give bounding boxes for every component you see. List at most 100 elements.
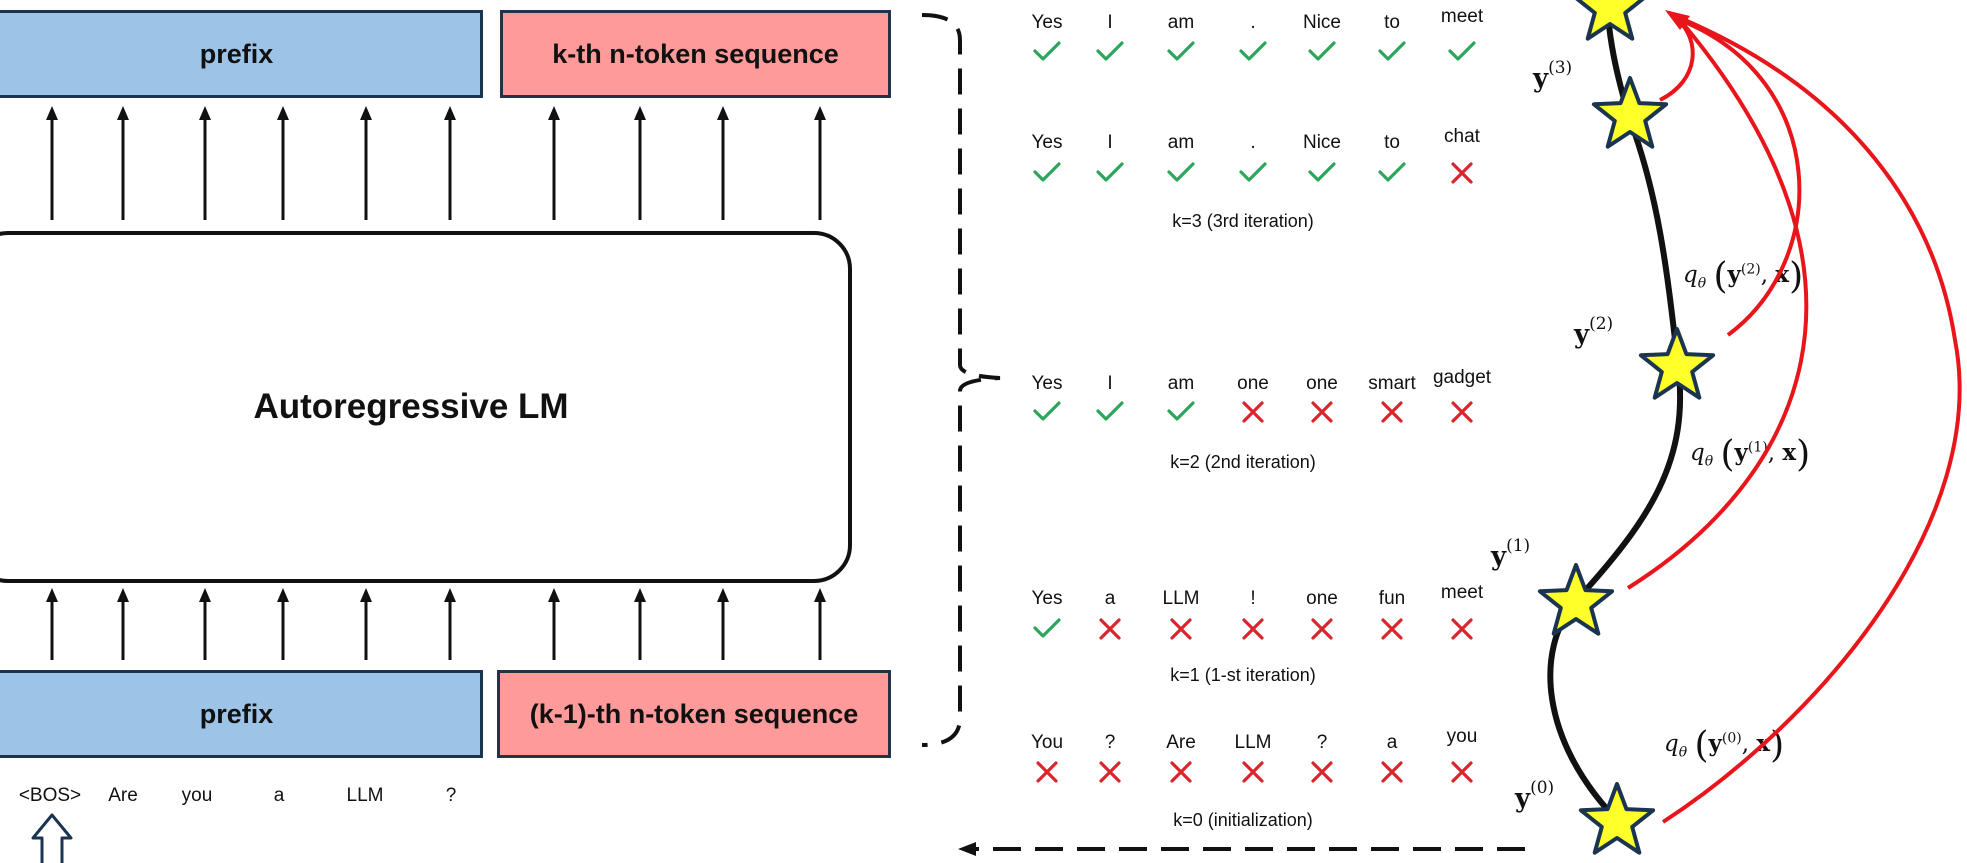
- up-arrowhead-icon: [444, 588, 456, 602]
- bottom-sequence-box: (k-1)-th n-token sequence: [497, 670, 891, 758]
- up-arrowhead-icon: [277, 106, 289, 120]
- iteration-token: I: [1107, 12, 1113, 33]
- check-icon: [1377, 40, 1407, 67]
- star-icon: [1537, 563, 1615, 636]
- cross-icon: [1098, 760, 1122, 789]
- trajectory-stars: [1537, 0, 1716, 855]
- iteration-label: k=3 (3rd iteration): [1172, 211, 1314, 231]
- iteration-token: !: [1250, 588, 1256, 609]
- check-icon: [1032, 161, 1062, 188]
- up-arrowhead-icon: [277, 588, 289, 602]
- top-sequence-box: k-th n-token sequence: [500, 10, 891, 98]
- up-arrowhead-icon: [360, 106, 372, 120]
- up-arrowhead-icon: [814, 106, 826, 120]
- cross-icon: [1310, 400, 1334, 429]
- check-icon: [1032, 617, 1062, 644]
- iteration-token: you: [1446, 726, 1478, 747]
- model-label: Autoregressive LM: [253, 387, 569, 426]
- up-arrowhead-icon: [360, 588, 372, 602]
- check-icon: [1032, 400, 1062, 427]
- top-prefix-box: prefix: [0, 10, 483, 98]
- check-icon: [1377, 161, 1407, 188]
- dashed-return-arrowhead-icon: [958, 842, 976, 856]
- iteration-label: k=0 (initialization): [1173, 810, 1313, 830]
- bottom-prefix-label: prefix: [199, 698, 274, 729]
- input-token: Are: [108, 785, 138, 806]
- cross-icon: [1380, 760, 1404, 789]
- input-token: a: [273, 785, 285, 806]
- iteration-token: am: [1167, 12, 1195, 33]
- cross-icon: [1035, 760, 1059, 789]
- up-arrowhead-icon: [46, 588, 58, 602]
- iteration-token: Are: [1166, 732, 1196, 753]
- iteration-token: a: [1104, 588, 1116, 609]
- star-icon: [1575, 0, 1645, 41]
- cross-icon: [1169, 617, 1193, 646]
- state-label-y0: y(0): [1515, 778, 1555, 814]
- check-icon: [1447, 40, 1477, 67]
- iteration-token: ?: [1316, 732, 1328, 753]
- iteration-token: Yes: [1031, 132, 1063, 153]
- iteration-token: fun: [1378, 588, 1406, 609]
- input-token: LLM: [346, 785, 384, 806]
- iteration-token: to: [1384, 12, 1400, 33]
- input-token: <BOS>: [18, 785, 82, 806]
- iteration-token: am: [1167, 373, 1195, 394]
- input-token: ?: [445, 785, 457, 806]
- state-label-y3: y(3): [1533, 58, 1573, 94]
- up-arrowhead-icon: [199, 588, 211, 602]
- up-arrowhead-icon: [634, 588, 646, 602]
- bottom-sequence-label: (k-1)-th n-token sequence: [529, 698, 859, 729]
- iteration-token: one: [1306, 373, 1338, 394]
- up-arrowhead-icon: [46, 106, 58, 120]
- iteration-token: am: [1167, 132, 1195, 153]
- cross-icon: [1310, 760, 1334, 789]
- consistency-label-2: qθ (y(2), x): [1683, 256, 1804, 297]
- iteration-token: I: [1107, 132, 1113, 153]
- up-arrowhead-icon: [717, 588, 729, 602]
- iteration-token: ?: [1104, 732, 1116, 753]
- check-icon: [1238, 40, 1268, 67]
- cross-icon: [1241, 400, 1265, 429]
- iteration-token: gadget: [1432, 367, 1492, 388]
- iteration-label: k=2 (2nd iteration): [1170, 452, 1316, 472]
- up-arrows: [46, 106, 826, 660]
- iteration-token: I: [1107, 373, 1113, 394]
- iteration-token: one: [1237, 373, 1269, 394]
- up-arrowhead-icon: [117, 106, 129, 120]
- cross-icon: [1380, 617, 1404, 646]
- bottom-prefix-box: prefix: [0, 670, 483, 758]
- up-arrowhead-icon: [548, 106, 560, 120]
- consistency-arrowhead-icon: [1665, 10, 1690, 30]
- up-arrowhead-icon: [444, 106, 456, 120]
- consistency-label-1: qθ (y(1), x): [1690, 434, 1811, 475]
- up-arrowhead-icon: [717, 106, 729, 120]
- check-icon: [1095, 161, 1125, 188]
- iteration-token: .: [1250, 132, 1256, 153]
- iteration-token: meet: [1440, 582, 1484, 603]
- cross-icon: [1241, 760, 1265, 789]
- up-arrowhead-icon: [117, 588, 129, 602]
- cross-icon: [1450, 617, 1474, 646]
- check-icon: [1307, 161, 1337, 188]
- top-sequence-label: k-th n-token sequence: [552, 38, 839, 69]
- iteration-token: LLM: [1162, 588, 1200, 609]
- iteration-token: Yes: [1031, 12, 1063, 33]
- autoregressive-lm-box: Autoregressive LM: [0, 231, 852, 583]
- iteration-token: Nice: [1302, 12, 1342, 33]
- iteration-token: Nice: [1302, 132, 1342, 153]
- check-icon: [1238, 161, 1268, 188]
- iteration-token: You: [1030, 732, 1064, 753]
- cross-icon: [1310, 617, 1334, 646]
- cross-icon: [1450, 400, 1474, 429]
- iteration-token: .: [1250, 12, 1256, 33]
- iteration-token: LLM: [1234, 732, 1272, 753]
- check-icon: [1032, 40, 1062, 67]
- check-icon: [1166, 400, 1196, 427]
- star-icon: [1578, 782, 1656, 855]
- iteration-token: smart: [1368, 373, 1416, 394]
- iteration-token: meet: [1440, 6, 1484, 27]
- iteration-token: Yes: [1031, 373, 1063, 394]
- cross-icon: [1098, 617, 1122, 646]
